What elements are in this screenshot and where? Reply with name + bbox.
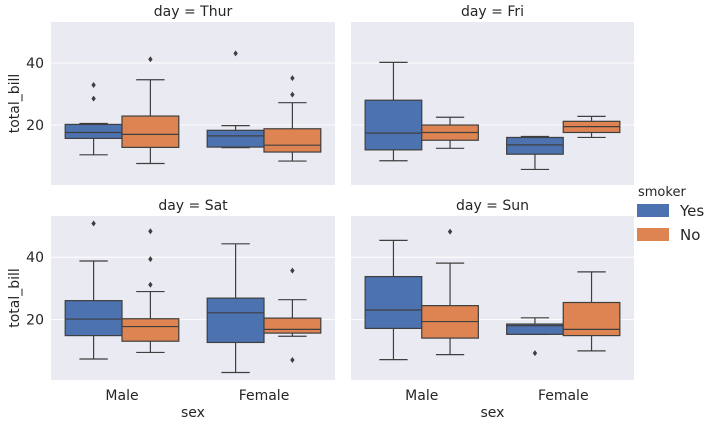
facet-3: day = Sun Male Female sex xyxy=(351,198,634,421)
y-tick-label: 20 xyxy=(26,118,44,134)
x-tick-label: Male xyxy=(105,388,138,404)
outlier-point xyxy=(290,91,295,98)
box xyxy=(364,99,423,151)
outlier-point xyxy=(233,50,238,57)
outlier-point xyxy=(148,281,153,288)
box-female-no xyxy=(562,271,621,352)
x-tick-label: Male xyxy=(405,388,438,404)
box xyxy=(263,128,322,153)
box-female-no xyxy=(263,75,322,162)
box-male-no xyxy=(121,228,180,354)
outlier-point xyxy=(91,95,96,102)
facet-2: 20 40 day = Sat total_bill Male Female sex xyxy=(7,198,335,421)
legend-swatch-no xyxy=(637,228,669,241)
box-female-no xyxy=(263,267,322,363)
box-male-no xyxy=(121,56,180,165)
outlier-point xyxy=(290,356,295,363)
legend-title: smoker xyxy=(638,185,686,200)
y-axis-label: total_bill xyxy=(7,74,23,134)
box-female-yes xyxy=(506,135,564,171)
outlier-point xyxy=(447,228,453,235)
x-tick-label: Female xyxy=(538,388,589,404)
box-male-yes xyxy=(364,61,423,162)
box-male-no xyxy=(421,116,479,149)
box xyxy=(121,318,180,342)
box-male-no xyxy=(421,228,479,356)
outlier-point xyxy=(148,256,153,263)
y-tick-label: 40 xyxy=(26,56,44,72)
outlier-point xyxy=(148,56,153,63)
y-tick-label: 20 xyxy=(26,313,44,329)
y-axis-label: total_bill xyxy=(7,268,23,328)
box xyxy=(121,115,180,148)
box-female-no xyxy=(562,115,621,139)
legend-swatch-yes xyxy=(637,204,669,217)
plot-area xyxy=(51,216,335,380)
facet-1: day = Fri xyxy=(351,4,634,185)
box-male-yes xyxy=(64,220,123,360)
legend-label-no: No xyxy=(680,226,700,244)
x-axis-label: sex xyxy=(181,405,205,421)
box xyxy=(562,301,621,337)
facet-title: day = Sat xyxy=(158,198,228,214)
box xyxy=(64,123,123,139)
box-female-yes xyxy=(206,243,265,374)
facet-title: day = Fri xyxy=(461,4,524,20)
box xyxy=(64,300,123,337)
outlier-point xyxy=(91,82,96,89)
box xyxy=(206,297,265,344)
y-tick-label: 40 xyxy=(26,250,44,266)
legend-label-yes: Yes xyxy=(679,202,704,220)
box-male-yes xyxy=(364,239,423,361)
outlier-point xyxy=(148,228,153,235)
x-axis-label: sex xyxy=(481,405,505,421)
x-tick-label: Female xyxy=(239,388,290,404)
plot-area xyxy=(51,22,335,185)
outlier-point xyxy=(91,220,96,227)
box xyxy=(206,129,265,148)
box xyxy=(263,317,322,334)
box xyxy=(506,136,564,155)
facet-title: day = Thur xyxy=(154,4,233,20)
outlier-point xyxy=(532,350,538,357)
box xyxy=(364,275,423,330)
outlier-point xyxy=(290,75,295,82)
facet-title: day = Sun xyxy=(456,198,529,214)
facet-0: 20 40 day = Thur total_bill xyxy=(7,4,335,185)
outlier-point xyxy=(290,267,295,274)
